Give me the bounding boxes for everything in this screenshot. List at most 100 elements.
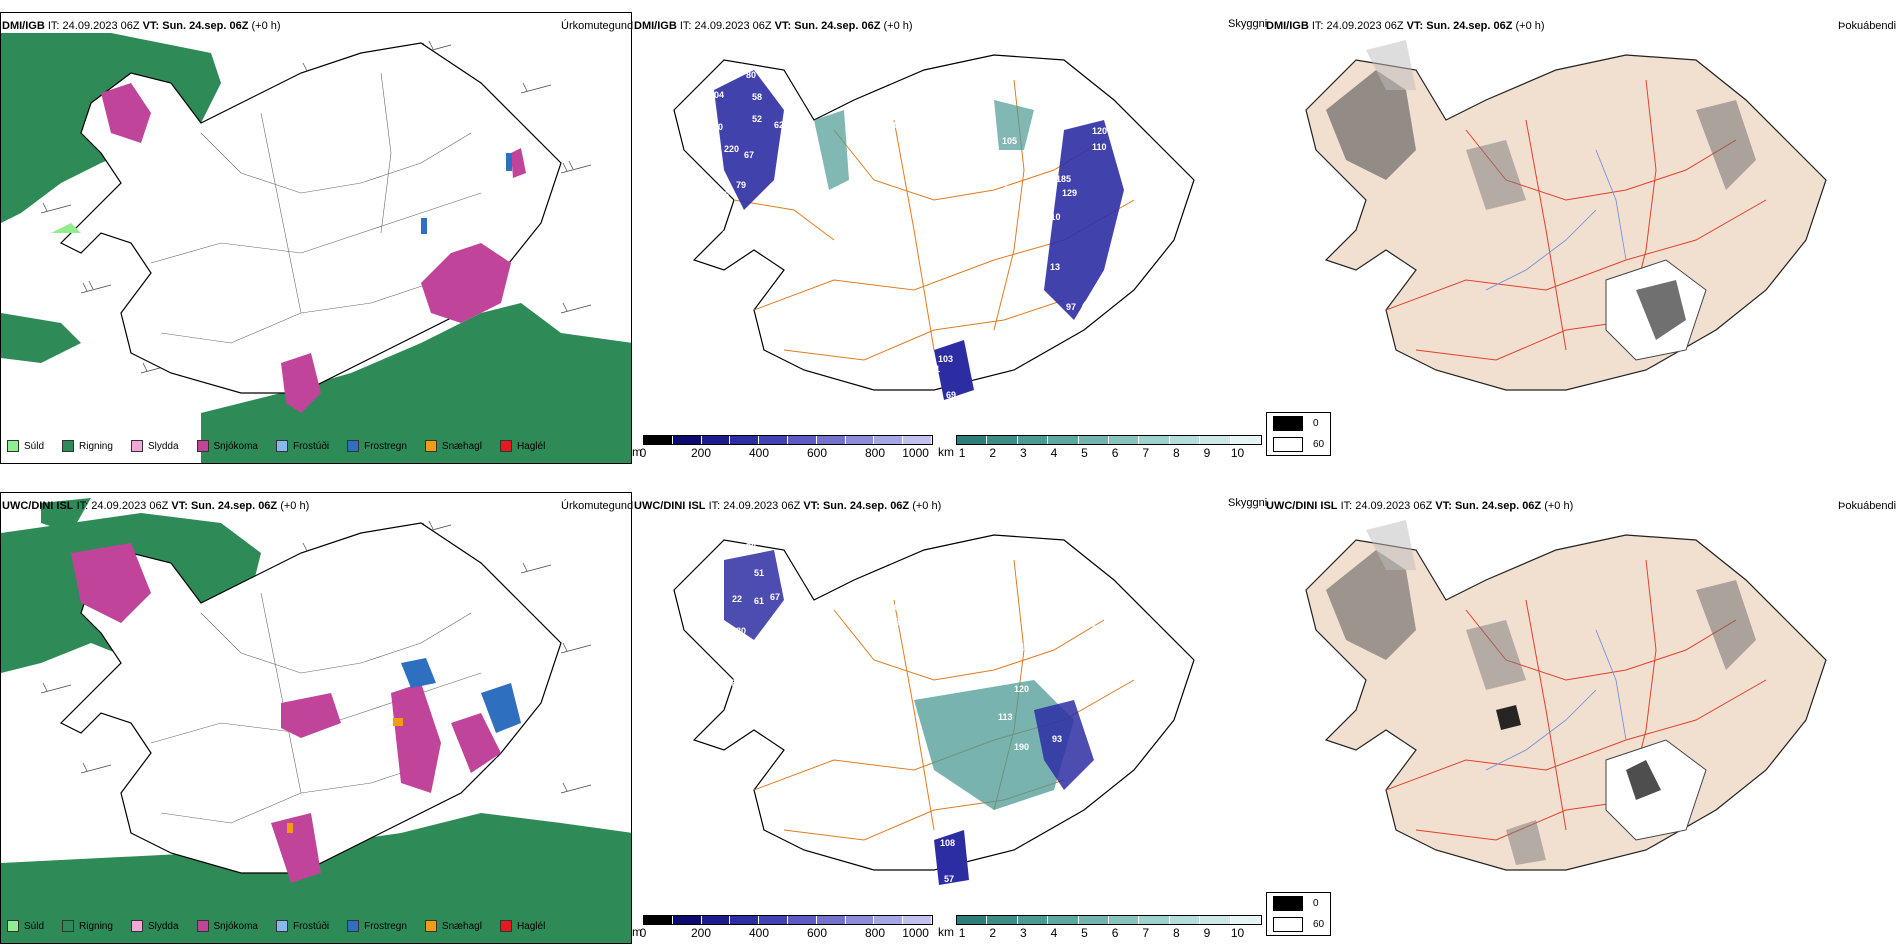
svg-text:69: 69	[946, 390, 956, 400]
svg-text:80: 80	[1118, 260, 1128, 270]
svg-text:103: 103	[938, 354, 953, 364]
precip-legend-bottom: Súld Rigning Slydda Snjókoma Frostúði Fr…	[7, 920, 557, 932]
snow-ne	[511, 148, 526, 178]
svg-text:80: 80	[694, 228, 704, 238]
header-visibility-bottom: UWC/DINI ISL IT: 24.09.2023 06Z VT: Sun.…	[634, 500, 942, 512]
fog-legend-top: 0 60	[1266, 412, 1332, 456]
fog-panel-bottom	[1266, 510, 1900, 910]
svg-text:61: 61	[754, 596, 764, 606]
precip-panel-bottom: Súld Rigning Slydda Snjókoma Frostúði Fr…	[0, 492, 632, 944]
svg-text:120: 120	[1092, 126, 1107, 136]
svg-text:62: 62	[1142, 144, 1152, 154]
svg-text:13: 13	[1050, 262, 1060, 272]
visibility-colorbar-top: 1 2 3 4 5 6 7 8 9 10	[956, 435, 1262, 460]
svg-text:110: 110	[1046, 212, 1061, 222]
svg-text:92: 92	[756, 212, 766, 222]
svg-text:85: 85	[719, 190, 729, 200]
svg-text:72: 72	[1106, 280, 1116, 290]
svg-text:86: 86	[726, 678, 736, 688]
svg-text:18: 18	[920, 240, 930, 250]
svg-text:58: 58	[752, 92, 762, 102]
panel-title-visibility-top: Skyggni	[1228, 18, 1268, 30]
svg-text:80: 80	[746, 70, 756, 80]
precip-panel-top: Súld Rigning Slydda Snjókoma Frostúði Fr…	[0, 12, 632, 464]
svg-text:220: 220	[724, 144, 739, 154]
header-precip-bottom: UWC/DINI ISL IT: 24.09.2023 06Z VT: Sun.…	[2, 500, 310, 512]
svg-text:129: 129	[1062, 188, 1077, 198]
svg-text:167: 167	[1122, 164, 1137, 174]
legend-item: Rigning	[62, 920, 113, 932]
legend-item: Slydda	[130, 920, 179, 932]
svg-text:59: 59	[1064, 802, 1074, 812]
visibility-panel-bottom: 78 51 61 67 22 80 76 83 73 86 100 58 824…	[634, 510, 1264, 910]
svg-text:25: 25	[1066, 340, 1076, 350]
svg-text:67: 67	[744, 150, 754, 160]
precip-map-bottom	[1, 498, 631, 943]
svg-text:104: 104	[709, 90, 724, 100]
fog-map-top	[1305, 40, 1827, 391]
header-fog-bottom: UWC/DINI ISL IT: 24.09.2023 06Z VT: Sun.…	[1266, 500, 1574, 512]
panel-title-visibility-bottom: Skyggni	[1228, 497, 1268, 509]
fog-legend-bottom: 0 60	[1266, 892, 1332, 936]
header-fog-top: DMI/IGB IT: 24.09.2023 06Z VT: Sun. 24.s…	[1266, 20, 1545, 32]
svg-text:64: 64	[1118, 740, 1128, 750]
svg-text:99: 99	[912, 854, 922, 864]
svg-text:136: 136	[729, 62, 744, 72]
roads	[150, 72, 482, 344]
legend-item: Súld	[7, 440, 44, 452]
svg-text:190: 190	[1014, 742, 1029, 752]
svg-text:93: 93	[1052, 734, 1062, 744]
legend-item: Súld	[7, 920, 44, 932]
svg-text:250: 250	[708, 122, 723, 132]
svg-text:110: 110	[1098, 638, 1113, 648]
svg-text:83: 83	[746, 224, 756, 234]
svg-text:116: 116	[1116, 120, 1131, 130]
panel-title-precip-top: Úrkomutegund	[561, 20, 634, 32]
svg-text:83: 83	[730, 660, 740, 670]
svg-text:18: 18	[774, 207, 784, 217]
legend-item: Frostregn	[347, 920, 407, 932]
ceiling-unit-top: m	[632, 445, 642, 459]
svg-text:78: 78	[746, 542, 756, 552]
legend-item: Snæhagl	[424, 920, 482, 932]
panel-title-fog-top: Þokuábendi	[1838, 20, 1897, 32]
legend-item: Frostúði	[275, 920, 329, 932]
svg-text:67: 67	[770, 592, 780, 602]
svg-text:107: 107	[1020, 642, 1035, 652]
legend-item: Snæhagl	[424, 440, 482, 452]
panel-title-precip-bottom: Úrkomutegund	[561, 500, 634, 512]
ceiling-unit-bottom: m	[632, 925, 642, 939]
ceiling-colorbar-bottom: 0 200 400 600 800 1000	[640, 915, 933, 940]
legend-item: Haglél	[499, 920, 545, 932]
svg-text:824: 824	[884, 692, 899, 702]
svg-text:184: 184	[1092, 624, 1107, 634]
svg-text:98: 98	[1134, 258, 1144, 268]
svg-text:105: 105	[992, 174, 1007, 184]
svg-text:100: 100	[884, 602, 899, 612]
svg-text:185: 185	[1056, 174, 1071, 184]
svg-text:107: 107	[896, 227, 911, 237]
svg-text:45: 45	[1090, 774, 1100, 784]
snow-east	[421, 243, 511, 323]
svg-text:54: 54	[1102, 758, 1112, 768]
svg-text:97: 97	[1066, 302, 1076, 312]
rain-area-south	[201, 303, 631, 463]
model-name: DMI/IGB	[2, 20, 45, 32]
svg-text:76: 76	[760, 630, 770, 640]
svg-text:120: 120	[1014, 684, 1029, 694]
svg-text:110: 110	[1092, 142, 1107, 152]
rivers	[1485, 629, 1627, 771]
svg-text:110: 110	[884, 120, 899, 130]
svg-text:53: 53	[646, 236, 656, 246]
header-precip-top: DMI/IGB IT: 24.09.2023 06Z VT: Sun. 24.s…	[2, 20, 281, 32]
visibility-map-bottom: 78 51 61 67 22 80 76 83 73 86 100 58 824…	[673, 534, 1195, 885]
svg-text:112: 112	[1004, 184, 1019, 194]
ceiling-value-labels: 136 80 58 52 62 104 250 220 67 85 79 92 …	[646, 62, 1152, 400]
freezing-rain-spot	[506, 153, 512, 171]
svg-text:52: 52	[752, 114, 762, 124]
legend-item: Snjókoma	[196, 920, 258, 932]
svg-text:80: 80	[988, 654, 998, 664]
snow-nw	[101, 83, 151, 143]
svg-text:113: 113	[998, 712, 1013, 722]
rain-area-sw	[1, 313, 81, 363]
